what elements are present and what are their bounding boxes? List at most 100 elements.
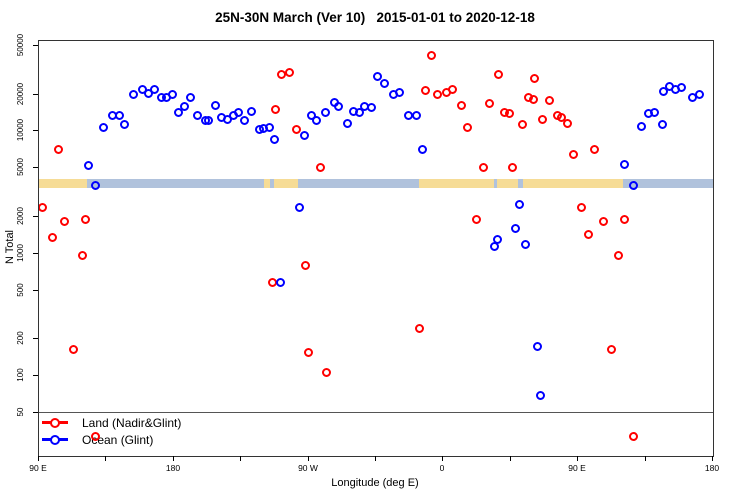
- data-point: [68, 344, 78, 354]
- data-point: [620, 159, 630, 169]
- data-point: [537, 114, 547, 124]
- data-point: [292, 125, 302, 135]
- data-point: [311, 116, 321, 126]
- data-point: [507, 163, 517, 173]
- data-point: [426, 50, 436, 60]
- y-tick: [33, 130, 38, 131]
- y-tick: [33, 338, 38, 339]
- data-point: [119, 119, 129, 129]
- y-tick: [33, 290, 38, 291]
- land-ocean-band-segment-ocean: [298, 179, 420, 188]
- data-point: [167, 90, 177, 100]
- land-ocean-band-segment-ocean: [623, 179, 713, 188]
- y-tick: [33, 375, 38, 376]
- land-ocean-band-segment-ocean: [518, 179, 523, 188]
- data-point: [173, 107, 183, 117]
- data-point: [271, 105, 281, 115]
- data-point: [355, 108, 365, 118]
- data-point: [239, 116, 249, 126]
- chart-title: 25N-30N March (Ver 10) 2015-01-01 to 202…: [215, 10, 535, 25]
- legend-line-sample: [42, 417, 68, 428]
- data-point: [193, 111, 203, 121]
- data-point: [657, 119, 667, 129]
- data-point: [395, 87, 405, 97]
- land-ocean-band-segment-land: [497, 179, 519, 188]
- land-ocean-band-segment-ocean: [269, 179, 275, 188]
- data-point: [128, 90, 138, 100]
- legend: Land (Nadir&Glint) Ocean (Glint): [42, 414, 181, 448]
- data-point: [471, 214, 481, 224]
- legend-marker-icon: [50, 434, 60, 445]
- x-tick-label: 90 E: [568, 463, 586, 473]
- data-point: [203, 116, 213, 126]
- x-axis-title: Longitude (deg E): [331, 477, 419, 489]
- data-point: [299, 131, 309, 141]
- data-point: [417, 145, 427, 155]
- data-point: [533, 342, 543, 352]
- data-point: [59, 216, 69, 226]
- land-ocean-band-segment-ocean: [494, 179, 498, 188]
- data-point: [659, 86, 669, 96]
- data-point: [629, 180, 639, 190]
- data-point: [530, 74, 540, 84]
- data-point: [284, 67, 294, 77]
- data-point: [179, 102, 189, 112]
- x-tick-label: 180: [165, 463, 181, 473]
- data-point: [275, 278, 285, 288]
- data-point: [489, 242, 499, 252]
- reference-line: [39, 412, 713, 413]
- data-point: [510, 224, 520, 234]
- data-point: [295, 202, 305, 212]
- data-point: [536, 390, 546, 400]
- data-point: [91, 180, 101, 190]
- legend-line-sample: [42, 434, 68, 445]
- data-point: [322, 368, 332, 378]
- data-point: [584, 230, 594, 240]
- data-point: [304, 347, 314, 357]
- data-point: [650, 108, 660, 118]
- data-point: [411, 110, 421, 120]
- data-point: [265, 123, 275, 133]
- x-tick: [645, 456, 646, 461]
- data-point: [590, 144, 600, 154]
- legend-label: Ocean (Glint): [82, 432, 154, 447]
- data-point: [185, 92, 195, 102]
- x-tick-label: 0: [439, 463, 445, 473]
- x-tick: [712, 456, 713, 461]
- data-point: [343, 118, 353, 128]
- data-point: [269, 134, 279, 144]
- data-point: [504, 109, 514, 119]
- data-point: [47, 232, 57, 242]
- y-tick: [33, 253, 38, 254]
- data-point: [614, 250, 624, 260]
- x-tick: [510, 456, 511, 461]
- data-point: [545, 96, 555, 106]
- data-point: [53, 145, 63, 155]
- data-point: [372, 72, 382, 82]
- y-tick: [33, 216, 38, 217]
- data-point: [91, 432, 101, 442]
- data-point: [677, 83, 687, 93]
- x-tick: [105, 456, 106, 461]
- land-ocean-band-segment-ocean: [86, 179, 264, 188]
- data-point: [485, 99, 495, 109]
- data-point: [83, 160, 93, 170]
- x-tick-label: 180: [704, 463, 720, 473]
- data-point: [380, 78, 390, 88]
- data-point: [606, 344, 616, 354]
- data-point: [316, 162, 326, 172]
- x-tick: [38, 456, 39, 461]
- x-tick: [240, 456, 241, 461]
- data-point: [414, 324, 424, 334]
- data-point: [620, 214, 630, 224]
- y-tick: [33, 94, 38, 95]
- data-point: [557, 113, 567, 123]
- data-point: [695, 90, 705, 100]
- y-tick: [33, 45, 38, 46]
- data-point: [149, 84, 159, 94]
- data-point: [320, 107, 330, 117]
- data-point: [492, 234, 502, 244]
- data-point: [233, 108, 243, 118]
- y-tick: [33, 412, 38, 413]
- legend-item-0: Land (Nadir&Glint): [42, 414, 181, 431]
